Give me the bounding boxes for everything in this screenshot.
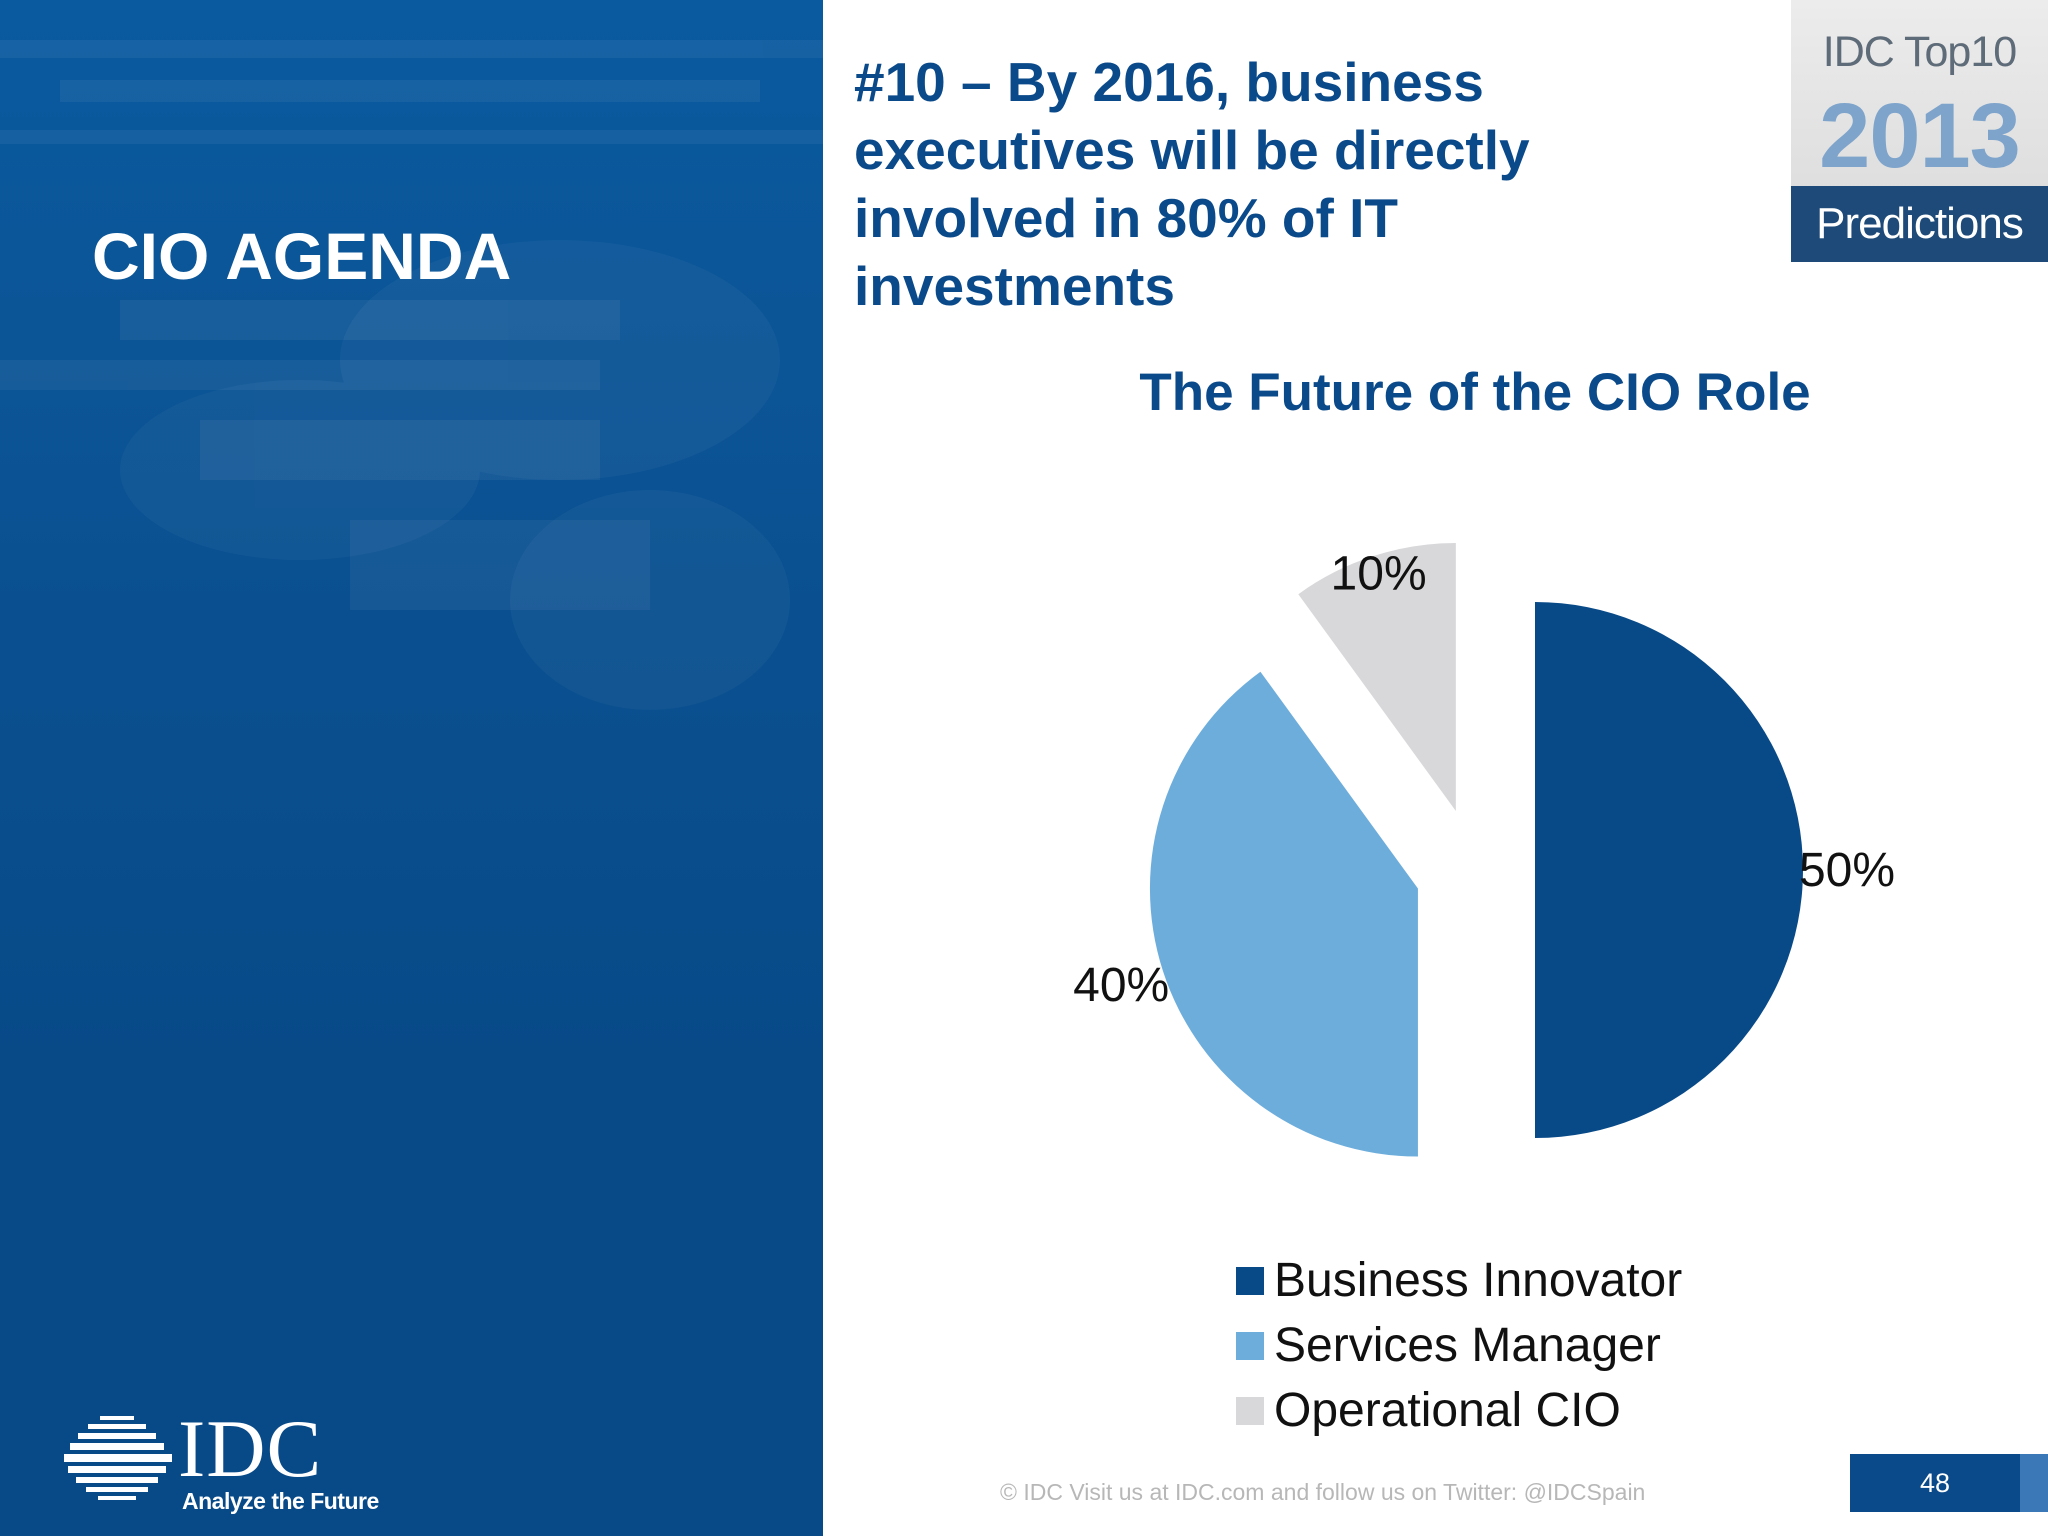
footer-text: © IDC Visit us at IDC.com and follow us … [1000,1479,1646,1505]
pie-chart: 50% 40% 10% [1073,543,1895,1157]
badge-top-text: IDC Top10 [1822,28,2017,76]
pie-slice-services-manager [1149,671,1418,1157]
legend-label: Operational CIO [1274,1384,1621,1437]
page-number-accent [2020,1454,2048,1512]
idc-globe-icon [64,1416,172,1500]
left-panel: CIO AGENDA IDC Analyze the Future [0,0,823,1536]
data-label: 50% [1799,844,1895,897]
data-label: 40% [1073,959,1169,1012]
idc-logo-text: IDC [178,1403,323,1494]
legend-swatch-operational-cio [1236,1396,1264,1425]
idc-tagline: Analyze the Future [182,1488,379,1514]
headline: #10 – By 2016, business executives will … [854,51,1530,317]
legend-label: Business Innovator [1274,1254,1683,1307]
legend-label: Services Manager [1274,1319,1661,1372]
legend-swatch-services-manager [1236,1331,1264,1360]
legend-swatch-business-innovator [1236,1266,1264,1295]
section-title: CIO AGENDA [92,219,512,293]
data-label: 10% [1331,547,1427,600]
legend-item: Business Innovator [1236,1248,1682,1313]
chart-legend: Business Innovator Services Manager Oper… [1236,1248,1682,1443]
pie-slice-business-innovator [1535,602,1803,1138]
legend-item: Operational CIO [1236,1378,1682,1443]
background-texture [0,40,823,610]
idc-logo: IDC Analyze the Future [62,1403,382,1520]
chart-title: The Future of the CIO Role [1139,363,1811,422]
page-number: 48 [1850,1454,2020,1512]
pie-slice-operational-cio [1298,543,1456,812]
idc-top10-badge: IDC Top10 2013 Predictions [1791,0,2048,262]
legend-item: Services Manager [1236,1313,1682,1378]
badge-predictions: Predictions [1791,186,2048,262]
badge-year: 2013 [1819,85,2021,187]
